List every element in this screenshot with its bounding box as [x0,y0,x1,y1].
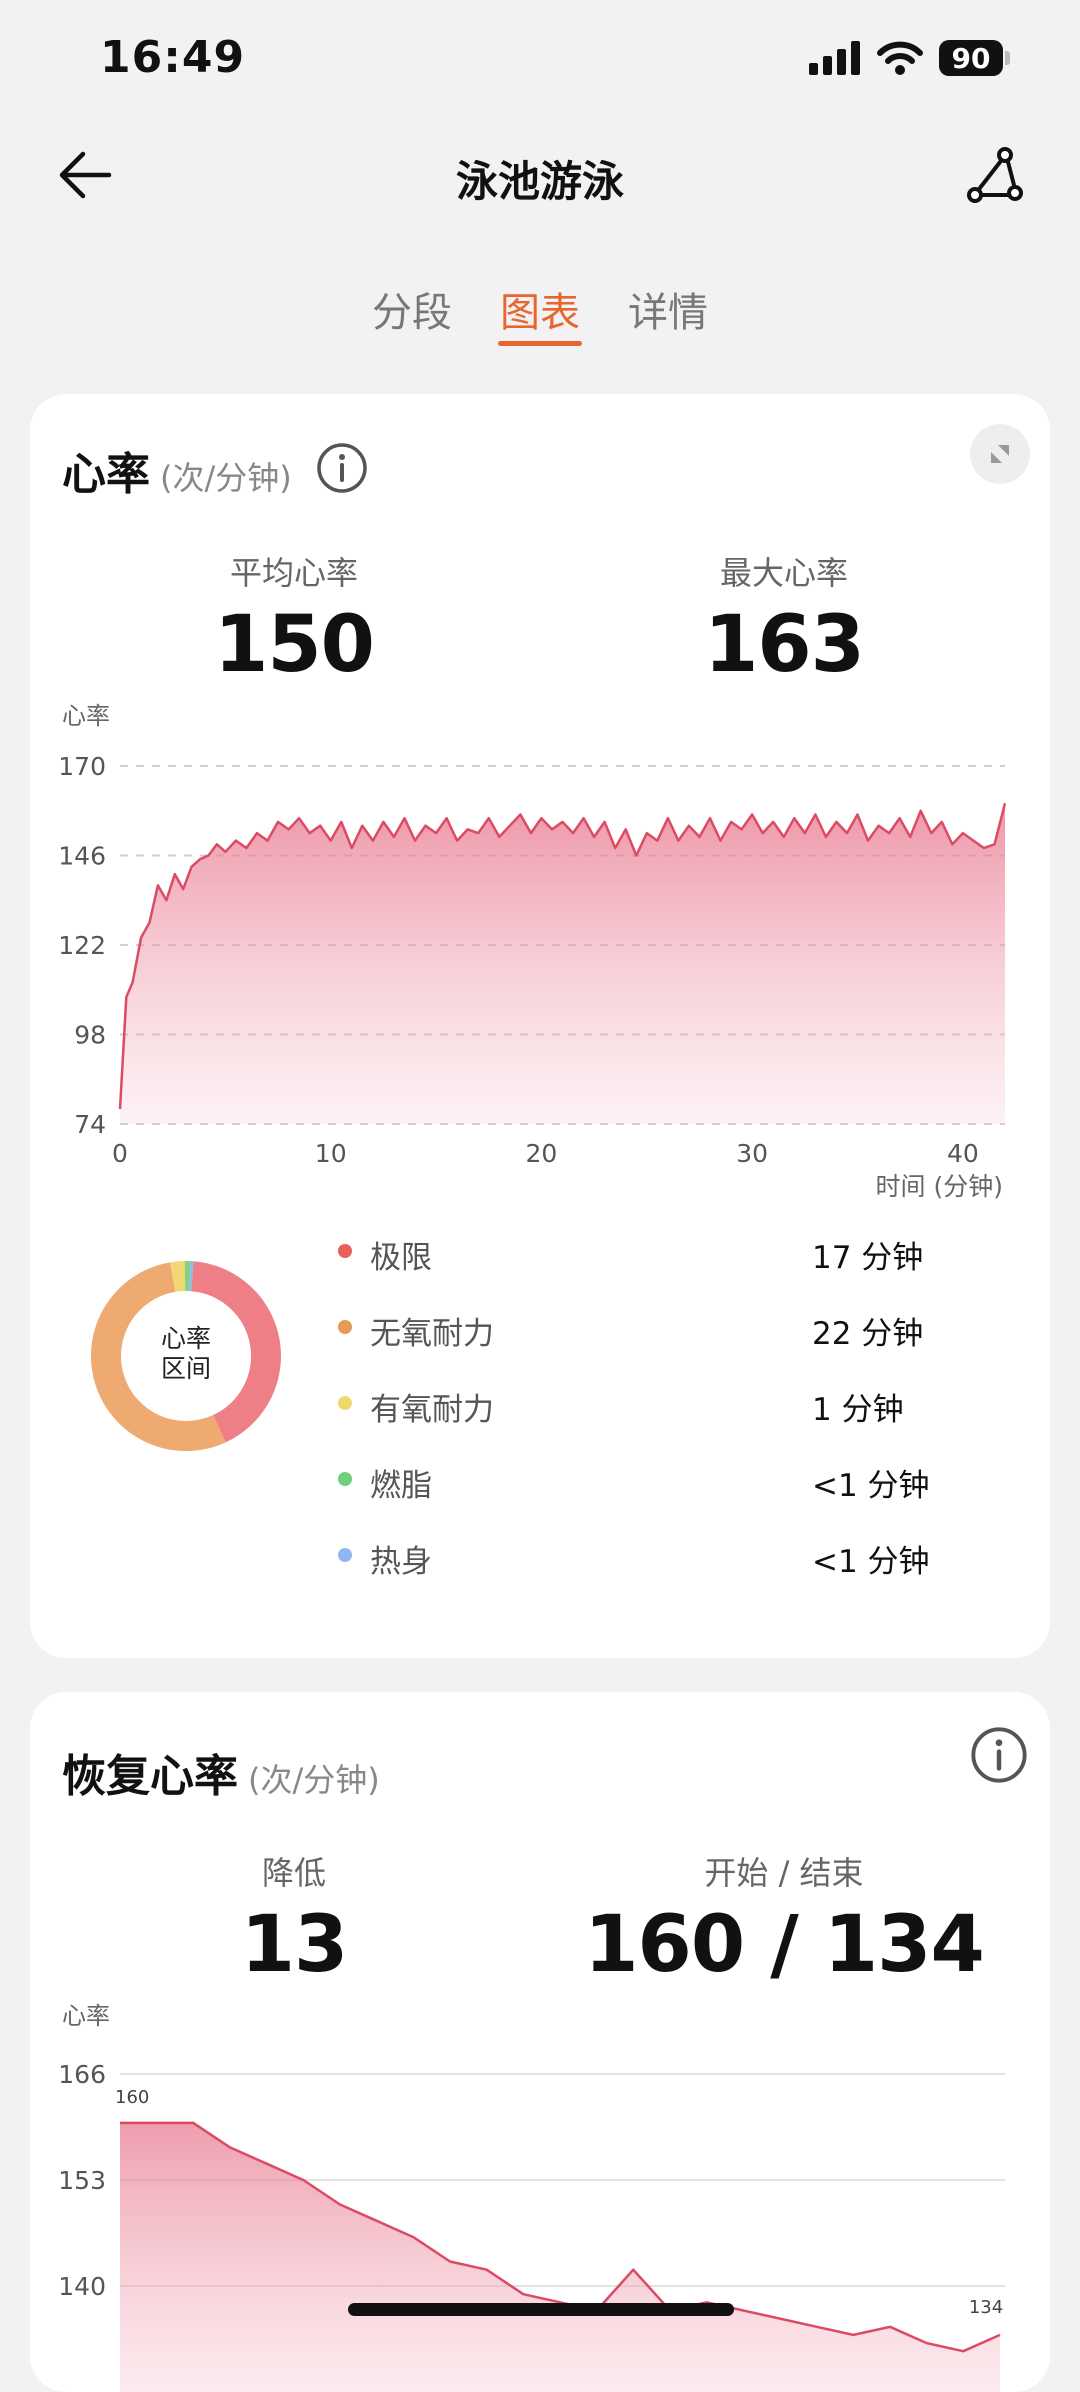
recovery-range-label: 开始 / 结束 [544,1848,1024,1894]
zone-name: 极限 [370,1232,432,1277]
recovery-y-axis-label: 心率 [62,2002,110,2030]
recovery-unit: (次/分钟) [248,1761,380,1799]
heart-rate-card: 心率 (次/分钟) 平均心率 150 最大心率 163 心率 170 146 122 98… [30,394,1050,1658]
zone-legend-item: 燃脂 <1 分钟 [330,1450,970,1510]
tab-bar: 分段 图表 详情 [0,280,1080,350]
status-icons: 90 [809,40,1010,76]
recovery-drop-label: 降低 [94,1848,494,1894]
y-tick-label: 146 [58,842,106,871]
zone-color-dot [338,1244,352,1258]
recovery-title: 恢复心率 (次/分钟) [62,1740,380,1804]
recovery-y-tick-label: 166 [58,2060,106,2089]
heart-rate-title: 心率 (次/分钟) [62,438,292,502]
tab-segments[interactable]: 分段 [370,280,454,346]
avg-heart-rate-label: 平均心率 [94,548,494,594]
zone-name: 有氧耐力 [370,1384,494,1429]
y-tick-label: 170 [58,752,106,781]
max-heart-rate-label: 最大心率 [584,548,984,594]
y-tick-label: 122 [58,931,106,960]
expand-icon [970,424,1030,484]
recovery-start-label: 160 [115,2087,149,2108]
zone-name: 热身 [370,1536,432,1581]
tab-charts[interactable]: 图表 [498,280,582,346]
heart-rate-unit: (次/分钟) [160,459,292,497]
wifi-icon [877,41,923,75]
x-tick-label: 40 [947,1139,979,1168]
zone-name: 无氧耐力 [370,1308,494,1353]
battery-icon: 90 [939,40,1010,76]
x-tick-label: 30 [736,1139,768,1168]
recovery-drop-value: 13 [94,1900,494,1990]
zone-duration: 22 分钟 [812,1308,923,1353]
expand-button[interactable] [970,424,1030,484]
zone-duration: 17 分钟 [812,1232,923,1277]
x-tick-label: 20 [526,1139,558,1168]
max-heart-rate: 最大心率 163 [584,548,984,690]
zone-legend-item: 无氧耐力 22 分钟 [330,1298,970,1358]
recovery-drop: 降低 13 [94,1848,494,1990]
home-indicator[interactable] [348,2303,734,2316]
zone-color-dot [338,1548,352,1562]
heart-rate-zone-label-line1: 心率 [86,1324,286,1354]
status-time: 16:49 [100,32,245,83]
zone-legend-item: 极限 17 分钟 [330,1222,970,1282]
donut-segment-3 [173,1276,185,1277]
zone-duration: 1 分钟 [812,1384,904,1429]
page-title: 泳池游泳 [0,148,1080,209]
status-bar: 16:49 90 [0,0,1080,120]
zone-duration: <1 分钟 [812,1536,930,1581]
x-tick-label: 10 [315,1139,347,1168]
max-heart-rate-value: 163 [584,600,984,690]
heart-rate-zone-label: 心率 区间 [86,1324,286,1384]
recovery-area [120,2123,1000,2392]
recovery-y-tick-label: 153 [58,2166,106,2195]
recovery-title-text: 恢复心率 [62,1751,238,1802]
route-icon[interactable] [963,145,1025,207]
recovery-end-label: 134 [969,2297,1003,2318]
nav-bar: 泳池游泳 [0,130,1080,220]
zone-color-dot [338,1320,352,1334]
recovery-range-value: 160 / 134 [544,1900,1024,1990]
recovery-heart-rate-card: 恢复心率 (次/分钟) 降低 13 开始 / 结束 160 / 134 心率 166… [30,1692,1050,2392]
y-axis-label: 心率 [62,702,110,730]
recovery-heart-rate-chart: 心率 166 153 140 160 134 [30,1994,1050,2392]
zone-legend-item: 有氧耐力 1 分钟 [330,1374,970,1434]
y-tick-label: 98 [74,1021,106,1050]
zone-color-dot [338,1396,352,1410]
info-icon[interactable] [316,442,368,494]
zone-legend-item: 热身 <1 分钟 [330,1526,970,1586]
avg-heart-rate-value: 150 [94,600,494,690]
avg-heart-rate: 平均心率 150 [94,548,494,690]
battery-level: 90 [939,40,1003,76]
x-tick-label: 0 [112,1139,128,1168]
recovery-range: 开始 / 结束 160 / 134 [544,1848,1024,1990]
zone-duration: <1 分钟 [812,1460,930,1505]
heart-rate-chart: 心率 170 146 122 98 740 10 20 30 40 时间 (分钟) [30,694,1050,1214]
tab-details[interactable]: 详情 [626,280,710,346]
zone-color-dot [338,1472,352,1486]
recovery-y-tick-label: 140 [58,2272,106,2301]
heart-rate-area [120,803,1005,1124]
recovery-info-icon[interactable] [970,1726,1028,1784]
signal-icon [809,41,861,75]
x-axis-label: 时间 (分钟) [876,1172,1003,1201]
zone-name: 燃脂 [370,1460,432,1505]
heart-rate-zone-label-line2: 区间 [86,1354,286,1384]
heart-rate-title-text: 心率 [62,449,150,500]
y-tick-label: 74 [74,1110,106,1139]
